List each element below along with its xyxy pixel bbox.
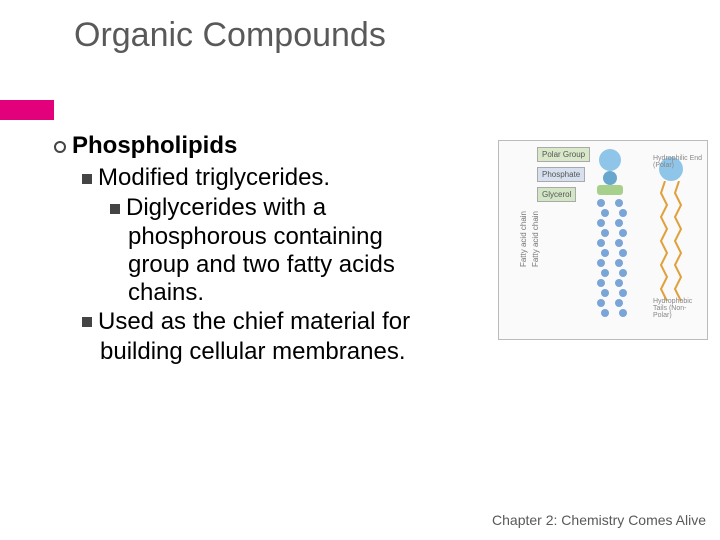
bullet-square-icon [110,204,120,214]
footer-chapter: Chapter 2: Chemistry Comes Alive [492,512,706,528]
bullet-circle-icon [54,141,66,153]
bullet-cont: chains. [128,279,484,307]
phosphate-sphere [603,171,617,185]
polar-head-sphere [599,149,621,171]
bullet-text: triglycerides. [189,164,330,191]
bullet-text: Used [98,308,154,335]
bullet-text: with a [257,194,326,221]
label-polar-group: Polar Group [537,147,590,162]
bullet-modified: Modified triglycerides. [82,164,484,192]
bullet-text: Modified [98,164,189,191]
label-hydrophilic-end: Hydrophilic End (Polar) [653,155,703,169]
glycerol-block [597,185,623,195]
bullet-text: Phospholipids [72,132,237,159]
accent-bar [0,100,54,120]
label-phosphate: Phosphate [537,167,585,182]
bullet-cont: group and two fatty acids [128,251,484,279]
bullet-diglycerides: Diglycerides with a [110,194,484,222]
label-hydrophobic-tails: Hydrophobic Tails (Non-Polar) [653,298,703,319]
bullet-square-icon [82,174,92,184]
label-glycerol: Glycerol [537,187,576,202]
fatty-chain-model [591,195,631,325]
bullet-text: as the chief material for [154,308,410,335]
schematic-tails [657,181,687,316]
bullet-used: Used as the chief material for [82,308,484,336]
phospholipid-diagram: Polar Group Phosphate Glycerol Fatty aci… [498,140,708,340]
bullet-text: Diglycerides [126,194,257,221]
content-body: Phospholipids Modified triglycerides. Di… [54,132,484,366]
slide-title: Organic Compounds [74,16,386,55]
label-fatty-chain-2: Fatty acid chain [531,211,540,267]
slide: { "title": "Organic Compounds", "accent_… [0,0,720,540]
bullet-square-icon [82,317,92,327]
label-fatty-chain-1: Fatty acid chain [519,211,528,267]
bullet-cont: building cellular membranes. [100,338,484,366]
bullet-phospholipids: Phospholipids [54,132,484,160]
bullet-cont: phosphorous containing [128,223,484,251]
